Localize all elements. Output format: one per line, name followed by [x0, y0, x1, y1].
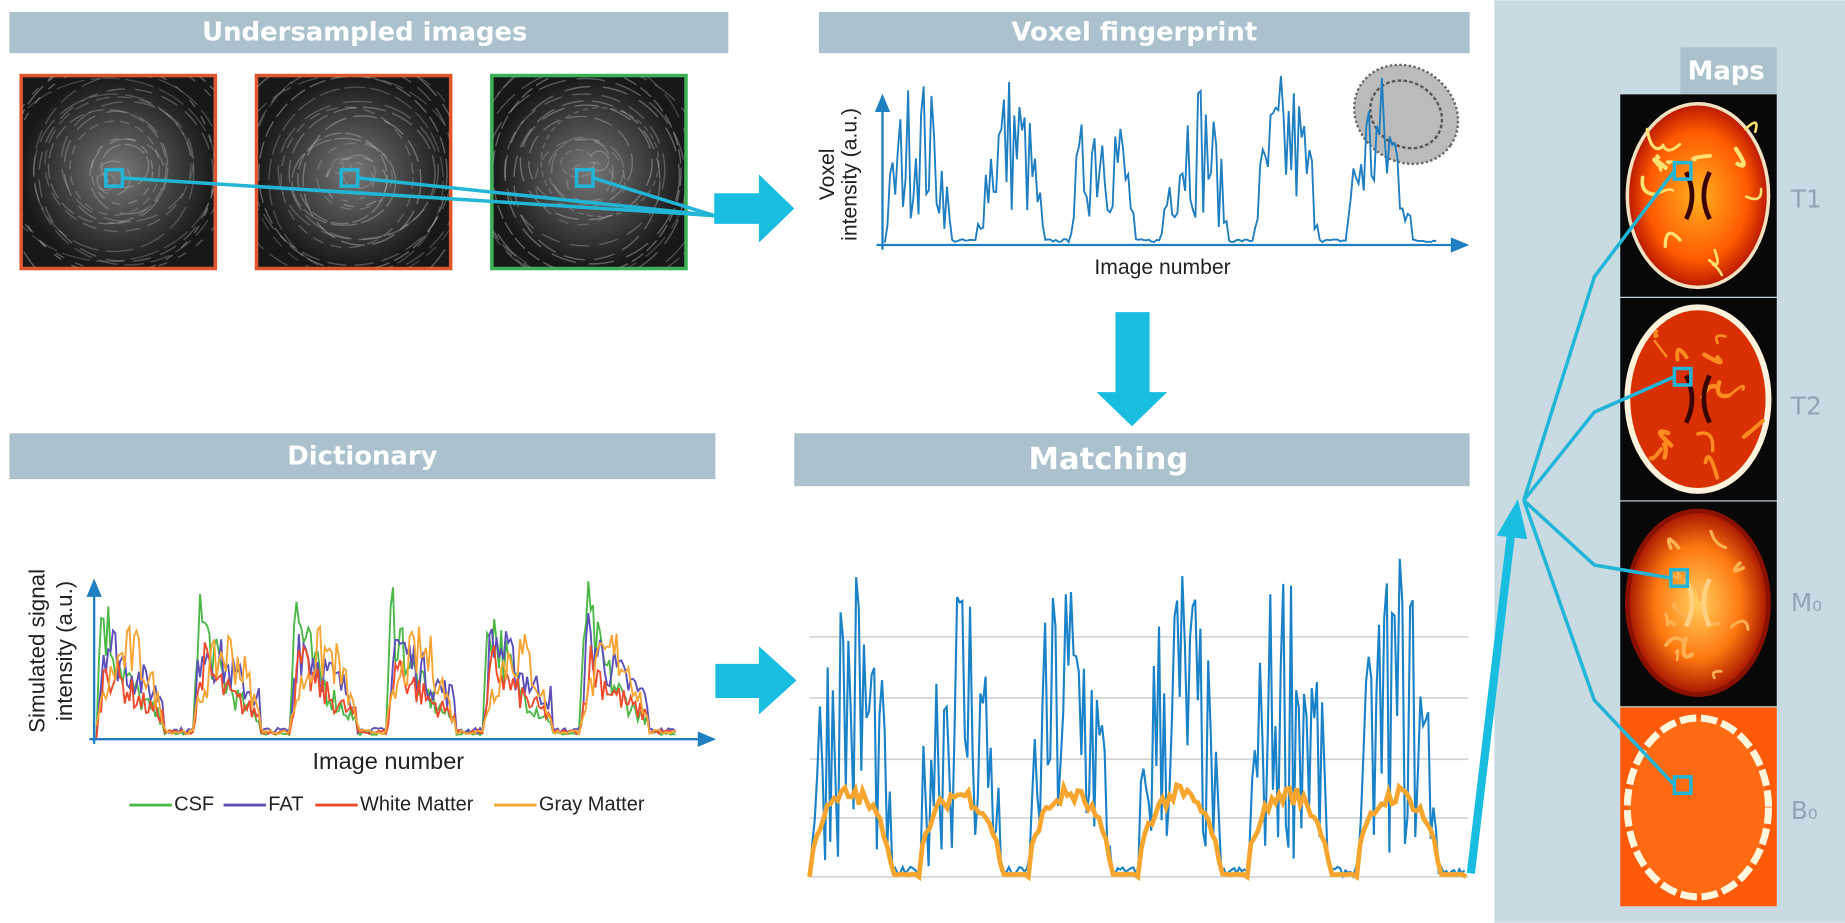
- brain: [1627, 511, 1768, 695]
- axis-label: Image number: [312, 748, 464, 774]
- map-label: M₀: [1791, 588, 1822, 617]
- axis-label: intensity (a.u.): [838, 108, 861, 241]
- axis-label: Voxel: [816, 149, 839, 201]
- axis-label: Image number: [1094, 256, 1230, 279]
- gyrus: [1676, 650, 1678, 660]
- fingerprint-icon: [1335, 45, 1478, 184]
- brain: [1627, 307, 1768, 491]
- header: Maps: [1688, 57, 1765, 87]
- header: Matching: [1029, 442, 1189, 477]
- page: Undersampled images Voxel fingerprint Di…: [0, 0, 1845, 923]
- gyrus: [1671, 622, 1675, 624]
- legend-label: White Matter: [360, 793, 474, 815]
- brain: [1627, 718, 1768, 897]
- image-frame: [21, 76, 215, 269]
- axis-arrow: [877, 97, 889, 111]
- axis-arrow: [88, 582, 100, 596]
- legend-label: FAT: [268, 793, 303, 815]
- header: Voxel fingerprint: [1011, 18, 1257, 48]
- diagram: Undersampled images Voxel fingerprint Di…: [0, 0, 1845, 923]
- axis-arrow: [1452, 239, 1466, 251]
- map-label: B₀: [1791, 796, 1818, 825]
- map-label: T2: [1790, 391, 1822, 420]
- arrow: [1097, 312, 1168, 426]
- header: Dictionary: [287, 441, 437, 471]
- gyrus: [1664, 445, 1666, 458]
- legend-label: CSF: [174, 793, 214, 815]
- header: Undersampled images: [202, 18, 527, 48]
- axis-arrow: [699, 733, 713, 745]
- gyrus: [1666, 614, 1668, 625]
- signal: [885, 76, 1436, 243]
- axis-label: Simulated signal: [25, 569, 50, 733]
- axis-label: intensity (a.u.): [52, 581, 77, 721]
- map-label: T1: [1790, 184, 1822, 213]
- arrow: [715, 646, 796, 714]
- arrow: [714, 174, 794, 242]
- legend-label: Gray Matter: [539, 793, 645, 815]
- signal: [810, 785, 1467, 877]
- signal: [96, 581, 675, 738]
- gyrus: [1655, 331, 1657, 336]
